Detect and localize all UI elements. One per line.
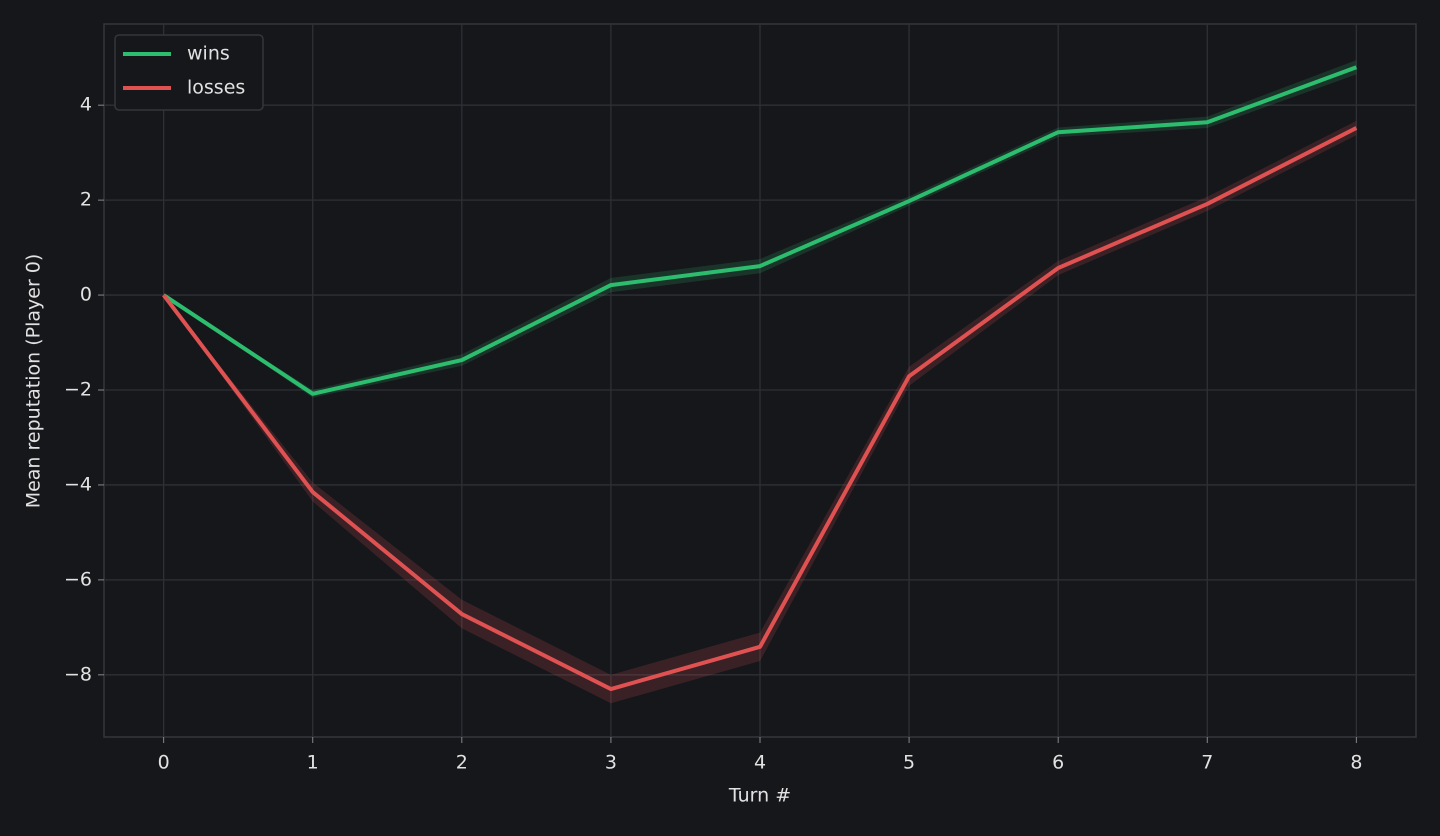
y-tick-label: −8 xyxy=(64,663,92,685)
x-tick-label: 5 xyxy=(903,752,915,774)
x-tick-label: 1 xyxy=(307,752,319,774)
series-line xyxy=(162,126,1358,692)
y-tick-label: −2 xyxy=(64,378,92,400)
x-tick-label: 4 xyxy=(754,752,766,774)
y-axis-label: Mean reputation (Player 0) xyxy=(23,254,45,509)
y-tick-label: 4 xyxy=(80,94,92,116)
x-tick-label: 7 xyxy=(1201,752,1213,774)
y-tick-label: 0 xyxy=(80,284,92,306)
legend-label: losses xyxy=(187,77,245,99)
y-tick-label: 2 xyxy=(80,189,92,211)
legend-label: wins xyxy=(187,43,230,65)
x-tick-label: 6 xyxy=(1052,752,1064,774)
x-tick-label: 8 xyxy=(1350,752,1362,774)
y-tick-label: −6 xyxy=(64,568,92,590)
x-axis-label: Turn # xyxy=(728,785,791,807)
x-tick-label: 2 xyxy=(456,752,468,774)
series-line xyxy=(162,65,1358,396)
x-tick-label: 3 xyxy=(605,752,617,774)
x-tick-label: 0 xyxy=(158,752,170,774)
y-tick-label: −4 xyxy=(64,473,92,495)
